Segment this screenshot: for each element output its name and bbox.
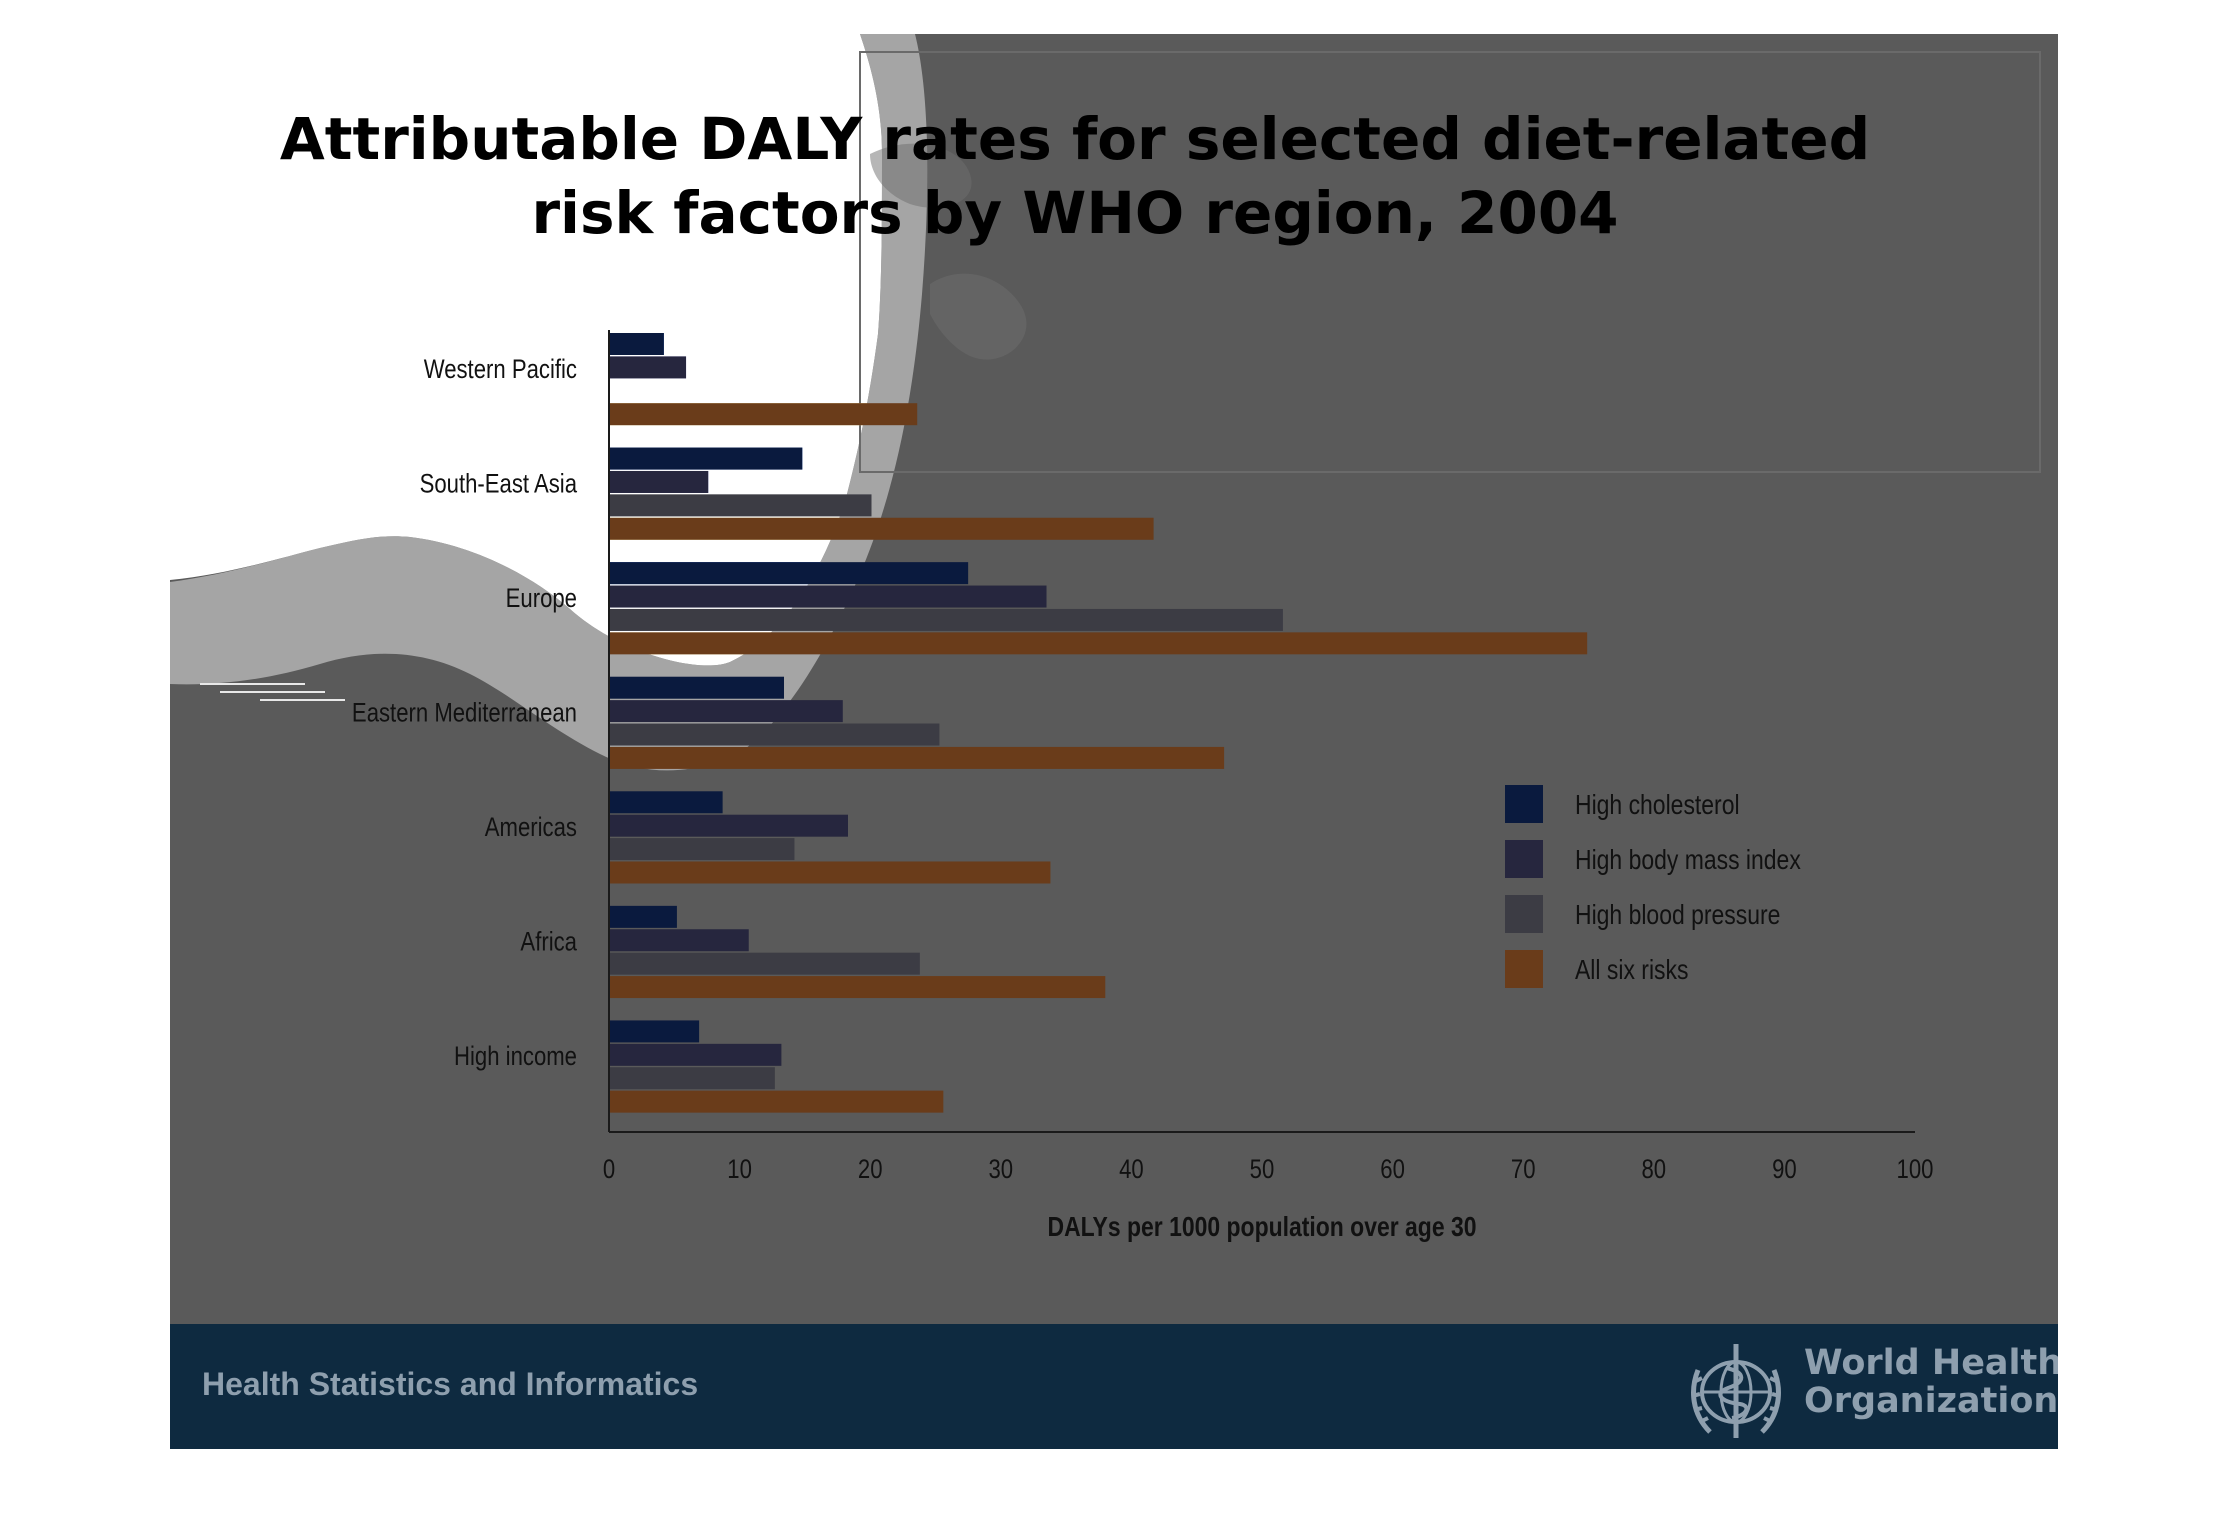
bar-africa-high-body-mass-index	[609, 929, 749, 952]
legend-layer: High cholesterol High body mass index High…	[1505, 785, 1801, 988]
legend-swatch-high-blood-pressure	[1505, 895, 1543, 933]
x-tick-label: 40	[1119, 1155, 1144, 1185]
bar-high-income-all-six-risks	[609, 1090, 944, 1113]
category-label-africa: Africa	[520, 928, 577, 958]
title-line-1: Attributable DALY rates for selected die…	[279, 105, 1871, 173]
bar-africa-high-blood-pressure	[609, 952, 920, 975]
x-tick-label: 70	[1511, 1155, 1536, 1185]
legend-label-high-cholesterol: High cholesterol	[1575, 790, 1740, 821]
legend-swatch-high-cholesterol	[1505, 785, 1543, 823]
footer-text: Health Statistics and Informatics	[202, 1366, 699, 1402]
axes-layer: 0 10 20 30 40 50 60 70 80 90 100 DALYs per 1000 pop…	[603, 330, 1934, 1243]
bar-europe-high-cholesterol	[609, 562, 969, 585]
x-tick-label: 60	[1380, 1155, 1405, 1185]
legend-label-high-blood-pressure: High blood pressure	[1575, 900, 1780, 931]
category-label-eastern-mediterranean: Eastern Mediterranean	[352, 699, 577, 729]
x-tick-label: 100	[1897, 1155, 1934, 1185]
x-axis-label: DALYs per 1000 population over age 30	[1048, 1212, 1477, 1243]
legend-label-all-six-risks: All six risks	[1575, 955, 1688, 986]
bar-americas-high-cholesterol	[609, 791, 723, 814]
slide: Attributable DALY rates for selected die…	[170, 34, 2058, 1449]
labels-layer: Western Pacific South-East Asia Europe East…	[352, 355, 577, 1072]
x-tick-label: 0	[603, 1155, 615, 1185]
bar-eastern-mediterranean-all-six-risks	[609, 746, 1225, 769]
bar-eastern-mediterranean-high-cholesterol	[609, 676, 785, 699]
footer-bar: Health Statistics and Informatics World …	[170, 1324, 2058, 1449]
bar-americas-all-six-risks	[609, 861, 1051, 884]
bar-western-pacific-high-cholesterol	[609, 333, 664, 355]
bar-south-east-asia-high-blood-pressure	[609, 494, 872, 517]
category-label-western-pacific: Western Pacific	[424, 355, 577, 385]
bar-eastern-mediterranean-high-body-mass-index	[609, 700, 843, 723]
title-line-2: risk factors by WHO region, 2004	[531, 179, 1619, 247]
world-map-shape	[870, 143, 1027, 360]
bar-high-income-high-blood-pressure	[609, 1067, 775, 1090]
legend-label-high-body-mass-index: High body mass index	[1575, 845, 1801, 876]
category-label-europe: Europe	[506, 584, 577, 614]
x-tick-label: 30	[988, 1155, 1013, 1185]
who-emblem-icon	[1691, 1344, 1781, 1438]
bar-chart: 0 10 20 30 40 50 60 70 80 90 100 DALYs per 1000 pop…	[352, 330, 1934, 1243]
category-label-south-east-asia: South-East Asia	[420, 469, 578, 499]
organization-name: World Health Organization	[1804, 1344, 2058, 1420]
bar-africa-high-cholesterol	[609, 905, 677, 928]
bar-high-income-high-body-mass-index	[609, 1043, 782, 1066]
bar-western-pacific-all-six-risks	[609, 403, 918, 426]
category-label-high-income: High income	[454, 1042, 577, 1072]
legend-swatch-high-body-mass-index	[1505, 840, 1543, 878]
bars-layer	[609, 333, 1588, 1113]
x-tick-label: 90	[1772, 1155, 1797, 1185]
bar-south-east-asia-high-cholesterol	[609, 447, 803, 470]
bar-africa-all-six-risks	[609, 976, 1106, 999]
bar-south-east-asia-high-body-mass-index	[609, 470, 709, 493]
pane-frame-shape	[859, 51, 2041, 473]
legend-swatch-all-six-risks	[1505, 950, 1543, 988]
x-tick-label: 20	[858, 1155, 883, 1185]
bar-europe-high-blood-pressure	[609, 608, 1283, 631]
organization-name-line-2: Organization	[1804, 1381, 2058, 1421]
x-tick-label: 10	[727, 1155, 752, 1185]
bar-americas-high-blood-pressure	[609, 838, 795, 861]
bar-americas-high-body-mass-index	[609, 814, 848, 837]
slide-title: Attributable DALY rates for selected die…	[170, 102, 1980, 250]
category-label-americas: Americas	[485, 813, 577, 843]
x-tick-label: 80	[1641, 1155, 1666, 1185]
bar-europe-high-body-mass-index	[609, 585, 1047, 608]
x-tick-label: 50	[1250, 1155, 1275, 1185]
bar-eastern-mediterranean-high-blood-pressure	[609, 723, 940, 746]
gray-swoosh-shape	[170, 34, 928, 771]
bar-western-pacific-high-body-mass-index	[609, 356, 687, 379]
bar-south-east-asia-all-six-risks	[609, 517, 1154, 540]
bar-high-income-high-cholesterol	[609, 1020, 700, 1043]
organization-name-line-1: World Health	[1804, 1343, 2058, 1383]
bar-europe-all-six-risks	[609, 632, 1588, 655]
